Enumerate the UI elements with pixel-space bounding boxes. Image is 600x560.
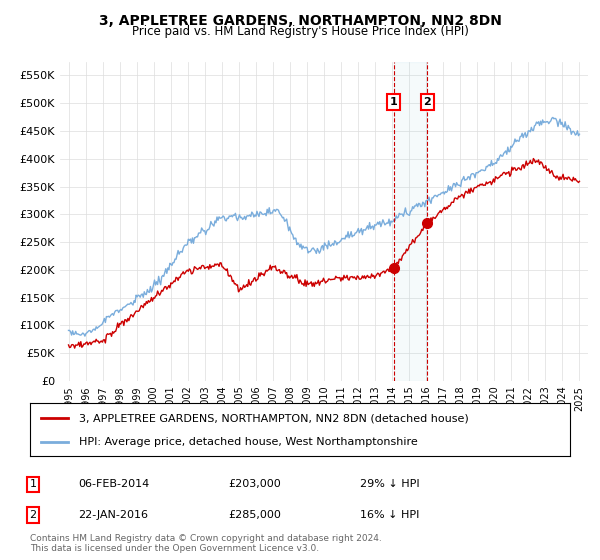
Text: 29% ↓ HPI: 29% ↓ HPI xyxy=(360,479,419,489)
Text: £203,000: £203,000 xyxy=(228,479,281,489)
Text: 2: 2 xyxy=(29,510,37,520)
Text: 06-FEB-2014: 06-FEB-2014 xyxy=(78,479,149,489)
Text: 22-JAN-2016: 22-JAN-2016 xyxy=(78,510,148,520)
Text: 1: 1 xyxy=(390,97,398,107)
Text: HPI: Average price, detached house, West Northamptonshire: HPI: Average price, detached house, West… xyxy=(79,436,418,446)
Text: 3, APPLETREE GARDENS, NORTHAMPTON, NN2 8DN: 3, APPLETREE GARDENS, NORTHAMPTON, NN2 8… xyxy=(98,14,502,28)
Bar xyxy=(394,62,427,381)
Text: 1: 1 xyxy=(29,479,37,489)
Text: 3, APPLETREE GARDENS, NORTHAMPTON, NN2 8DN (detached house): 3, APPLETREE GARDENS, NORTHAMPTON, NN2 8… xyxy=(79,413,469,423)
Text: 2: 2 xyxy=(424,97,431,107)
Text: Price paid vs. HM Land Registry's House Price Index (HPI): Price paid vs. HM Land Registry's House … xyxy=(131,25,469,38)
Text: £285,000: £285,000 xyxy=(228,510,281,520)
Text: 16% ↓ HPI: 16% ↓ HPI xyxy=(360,510,419,520)
Text: Contains HM Land Registry data © Crown copyright and database right 2024.
This d: Contains HM Land Registry data © Crown c… xyxy=(30,534,382,553)
